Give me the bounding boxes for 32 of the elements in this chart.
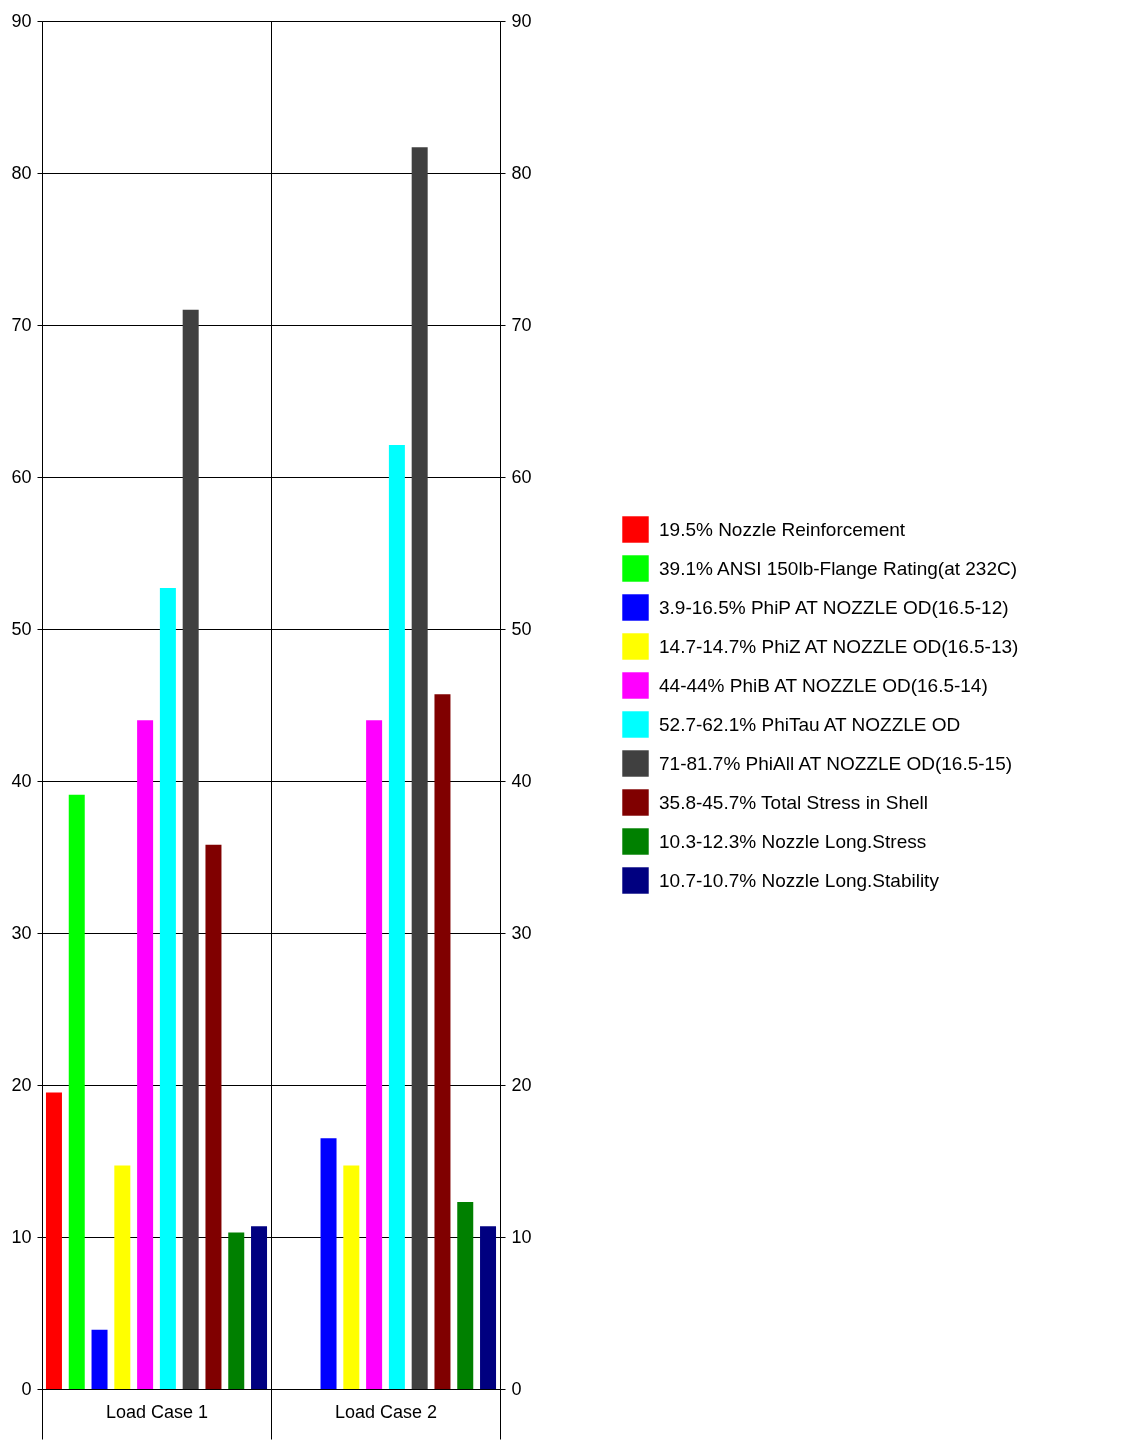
y2-tick-label: 50 — [511, 618, 532, 639]
y2-tick-label: 0 — [511, 1378, 522, 1399]
legend-label: 14.7-14.7% PhiZ AT NOZZLE OD(16.5-13) — [659, 635, 1019, 657]
y2-tick-label: 70 — [511, 314, 532, 335]
legend-label: 10.7-10.7% Nozzle Long.Stability — [659, 869, 940, 891]
y2-tick-label: 60 — [511, 466, 532, 487]
y-tick-label: 30 — [11, 922, 32, 943]
legend-label: 71-81.7% PhiAll AT NOZZLE OD(16.5-15) — [659, 752, 1013, 774]
legend-label: 3.9-16.5% PhiP AT NOZZLE OD(16.5-12) — [659, 596, 1009, 618]
y-tick-label: 90 — [11, 10, 32, 31]
y2-tick-label: 90 — [511, 10, 532, 31]
y-tick-label: 10 — [11, 1226, 32, 1247]
x-tick-label: Load Case 1 — [105, 1401, 209, 1422]
y-tick-label: 0 — [21, 1378, 32, 1399]
y-tick-label: 50 — [11, 618, 32, 639]
y-tick-label: 20 — [11, 1074, 32, 1095]
legend-label: 39.1% ANSI 150lb-Flange Rating(at 232C) — [659, 557, 1018, 579]
y2-tick-label: 20 — [511, 1074, 532, 1095]
y2-tick-label: 40 — [511, 770, 532, 791]
y-tick-label: 80 — [11, 162, 32, 183]
y2-tick-label: 80 — [511, 162, 532, 183]
y2-tick-label: 30 — [511, 922, 532, 943]
y-tick-label: 40 — [11, 770, 32, 791]
y2-tick-label: 10 — [511, 1226, 532, 1247]
legend-label: 52.7-62.1% PhiTau AT NOZZLE OD — [659, 713, 961, 735]
legend-label: 35.8-45.7% Total Stress in Shell — [659, 791, 928, 813]
x-tick-label: Load Case 2 — [334, 1401, 438, 1422]
legend-label: 19.5% Nozzle Reinforcement — [659, 518, 906, 540]
y-tick-label: 60 — [11, 466, 32, 487]
legend-label: 44-44% PhiB AT NOZZLE OD(16.5-14) — [659, 674, 988, 696]
y-tick-label: 70 — [11, 314, 32, 335]
legend-label: 10.3-12.3% Nozzle Long.Stress — [659, 830, 927, 852]
